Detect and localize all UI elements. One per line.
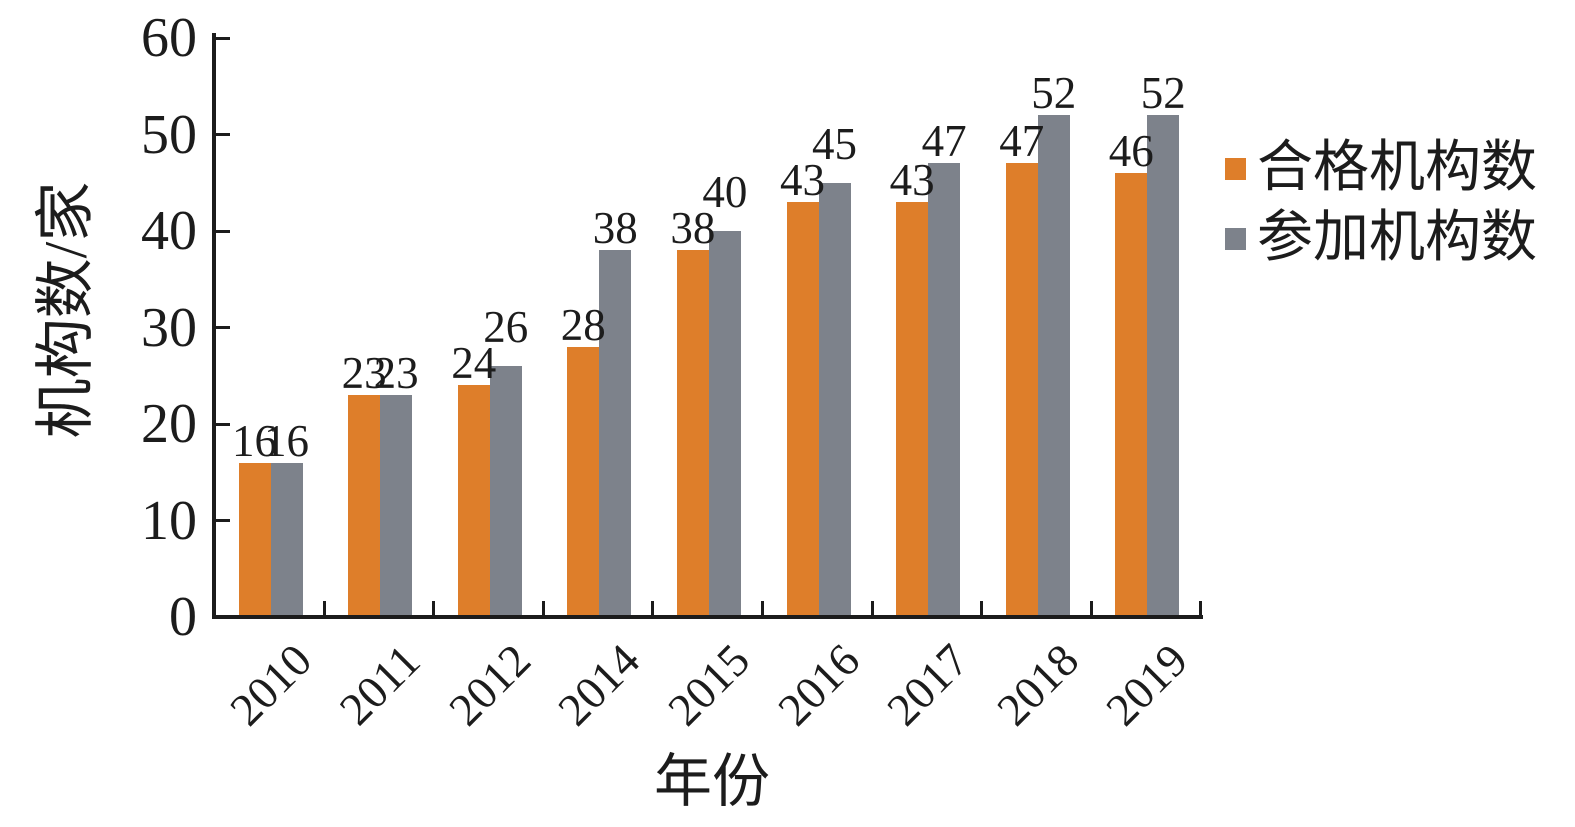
value-label-participating-2018: 52 bbox=[1031, 68, 1077, 119]
value-label-qualified-2019: 46 bbox=[1108, 126, 1154, 177]
y-axis-line bbox=[212, 33, 216, 619]
y-tick-label-50: 50 bbox=[141, 103, 197, 166]
bar-participating-2016 bbox=[818, 182, 851, 617]
value-label-qualified-2014: 28 bbox=[560, 299, 606, 350]
value-label-qualified-2017: 43 bbox=[889, 155, 935, 206]
bar-participating-2019 bbox=[1147, 115, 1180, 617]
x-tick-9 bbox=[1199, 601, 1203, 615]
value-label-participating-2019: 52 bbox=[1140, 68, 1186, 119]
legend-swatch-qualified bbox=[1225, 158, 1246, 180]
y-tick-label-40: 40 bbox=[141, 200, 197, 262]
bar-qualified-2011 bbox=[348, 395, 381, 617]
y-tick-label-10: 10 bbox=[141, 489, 197, 552]
bar-participating-2015 bbox=[708, 231, 741, 617]
y-tick-label-60: 60 bbox=[141, 7, 197, 69]
value-label-qualified-2011: 23 bbox=[341, 348, 387, 399]
y-tick-label-30: 30 bbox=[141, 296, 197, 359]
value-label-qualified-2015: 38 bbox=[670, 203, 716, 254]
x-axis-line bbox=[212, 615, 1203, 619]
bar-qualified-2018 bbox=[1005, 163, 1038, 617]
bar-qualified-2010 bbox=[238, 462, 271, 617]
bar-participating-2010 bbox=[270, 462, 303, 617]
legend-swatch-participating bbox=[1225, 228, 1246, 250]
bar-participating-2017 bbox=[928, 163, 961, 617]
bar-participating-2011 bbox=[380, 395, 413, 617]
x-tick-3 bbox=[541, 601, 545, 615]
bar-qualified-2015 bbox=[676, 250, 709, 617]
y-tick-label-0: 0 bbox=[169, 586, 197, 648]
bar-participating-2018 bbox=[1037, 115, 1070, 617]
value-label-qualified-2010: 16 bbox=[232, 415, 277, 466]
bar-qualified-2014 bbox=[567, 346, 600, 617]
value-label-participating-2015: 40 bbox=[702, 167, 748, 218]
bar-participating-2014 bbox=[599, 250, 632, 617]
y-tick-50 bbox=[216, 133, 230, 136]
x-tick-8 bbox=[1089, 601, 1093, 615]
value-label-participating-2016: 45 bbox=[812, 119, 857, 170]
x-tick-5 bbox=[761, 601, 764, 615]
value-label-participating-2017: 47 bbox=[921, 116, 967, 167]
x-tick-6 bbox=[870, 601, 874, 615]
y-tick-60 bbox=[216, 36, 230, 40]
value-label-participating-2012: 26 bbox=[483, 302, 529, 353]
x-axis-title: 年份 bbox=[653, 749, 770, 814]
y-tick-10 bbox=[216, 519, 230, 522]
bar-qualified-2016 bbox=[786, 202, 819, 617]
bar-qualified-2012 bbox=[457, 385, 490, 617]
value-label-participating-2010: 16 bbox=[264, 415, 309, 466]
bar-qualified-2019 bbox=[1115, 173, 1148, 617]
y-tick-40 bbox=[216, 229, 230, 233]
legend-label-participating: 参加机构数 bbox=[1257, 207, 1537, 269]
x-tick-4 bbox=[651, 601, 655, 615]
y-tick-20 bbox=[216, 422, 230, 426]
y-tick-30 bbox=[216, 326, 230, 329]
value-label-participating-2011: 23 bbox=[373, 348, 419, 399]
y-tick-label-20: 20 bbox=[141, 393, 197, 455]
bar-participating-2012 bbox=[489, 366, 522, 617]
x-tick-7 bbox=[980, 601, 984, 615]
value-label-qualified-2016: 43 bbox=[780, 155, 825, 206]
bar-qualified-2017 bbox=[896, 202, 929, 617]
value-label-participating-2014: 38 bbox=[592, 203, 638, 254]
value-label-qualified-2018: 47 bbox=[999, 116, 1045, 167]
legend-label-qualified: 合格机构数 bbox=[1257, 137, 1537, 199]
x-tick-2 bbox=[432, 601, 436, 615]
x-tick-1 bbox=[322, 601, 326, 615]
value-label-qualified-2012: 24 bbox=[451, 338, 497, 389]
